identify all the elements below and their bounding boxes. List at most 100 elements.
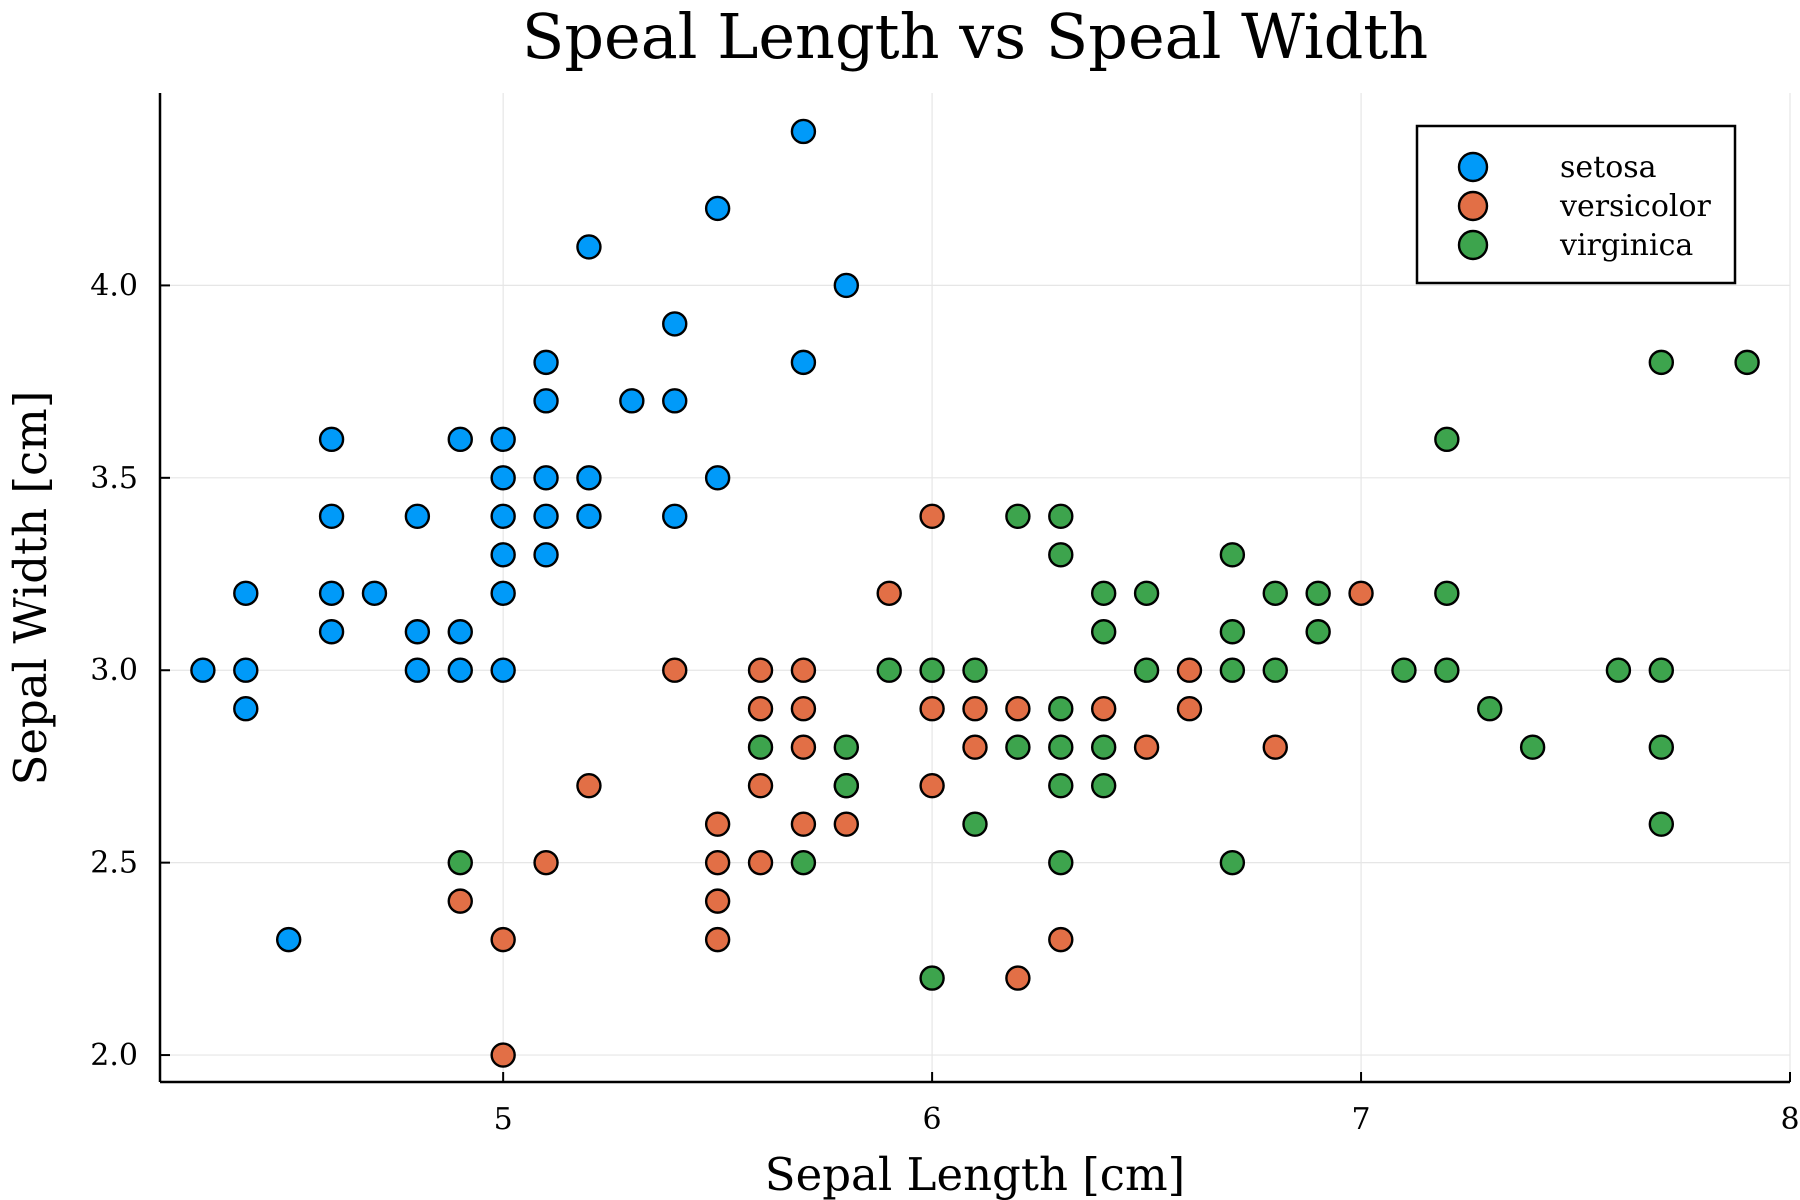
data-point bbox=[747, 849, 774, 876]
data-point bbox=[1734, 349, 1760, 376]
data-point bbox=[1648, 734, 1675, 760]
data-point bbox=[1090, 734, 1117, 760]
x-tick-label: 6 bbox=[923, 1102, 942, 1137]
data-point bbox=[576, 465, 602, 491]
data-point bbox=[704, 849, 731, 876]
data-point bbox=[790, 118, 817, 145]
data-point bbox=[1005, 503, 1031, 530]
data-point bbox=[833, 272, 860, 299]
data-point bbox=[233, 696, 259, 722]
data-point bbox=[576, 772, 602, 799]
data-point bbox=[704, 926, 731, 953]
data-point bbox=[1048, 772, 1074, 799]
data-point bbox=[447, 657, 473, 683]
data-point bbox=[1133, 580, 1160, 606]
data-point bbox=[404, 503, 431, 530]
legend-label-virginica: virginica bbox=[1559, 228, 1693, 263]
data-point bbox=[318, 426, 345, 453]
y-axis-label: Sepal Width [cm] bbox=[4, 391, 57, 786]
data-point bbox=[533, 349, 559, 376]
data-point bbox=[1048, 696, 1074, 722]
data-point bbox=[747, 772, 774, 799]
chart-title: Speal Length vs Speal Width bbox=[522, 0, 1428, 73]
data-point bbox=[833, 811, 860, 837]
legend-marker-versicolor bbox=[1457, 190, 1489, 222]
data-point bbox=[447, 619, 473, 645]
data-point bbox=[1434, 657, 1460, 683]
y-tick-label: 2.5 bbox=[90, 846, 138, 881]
data-points bbox=[190, 118, 1760, 1068]
data-point bbox=[790, 811, 817, 837]
data-point bbox=[1048, 734, 1074, 760]
data-point bbox=[1005, 965, 1031, 991]
data-point bbox=[962, 696, 988, 722]
data-point bbox=[704, 811, 731, 837]
data-point bbox=[790, 696, 817, 722]
data-point bbox=[1477, 696, 1503, 722]
data-point bbox=[1176, 657, 1203, 683]
data-point bbox=[361, 580, 388, 606]
data-point bbox=[833, 734, 860, 760]
x-axis-label: Sepal Length [cm] bbox=[765, 1148, 1185, 1200]
data-point bbox=[490, 426, 516, 453]
y-tick-label: 2.0 bbox=[90, 1038, 138, 1073]
x-tick-label: 5 bbox=[494, 1102, 513, 1137]
data-point bbox=[318, 580, 345, 606]
grid bbox=[160, 93, 1791, 1082]
data-point bbox=[1305, 580, 1331, 606]
data-point bbox=[962, 811, 988, 837]
data-point bbox=[790, 849, 817, 876]
data-point bbox=[275, 926, 302, 953]
data-point bbox=[919, 772, 945, 799]
data-point bbox=[919, 965, 945, 991]
data-point bbox=[1090, 772, 1117, 799]
data-point bbox=[704, 465, 731, 491]
data-point bbox=[662, 311, 688, 337]
data-point bbox=[747, 734, 774, 760]
data-point bbox=[404, 657, 431, 683]
data-point bbox=[747, 657, 774, 683]
legend-label-setosa: setosa bbox=[1560, 150, 1657, 185]
data-point bbox=[619, 388, 645, 414]
data-point bbox=[662, 388, 688, 414]
series-setosa bbox=[190, 118, 860, 953]
data-point bbox=[490, 580, 516, 606]
data-point bbox=[1519, 734, 1546, 760]
data-point bbox=[1434, 580, 1460, 606]
data-point bbox=[447, 849, 473, 876]
data-point bbox=[919, 503, 945, 530]
y-tick-label: 3.0 bbox=[90, 653, 138, 688]
data-point bbox=[747, 696, 774, 722]
y-tick-label: 4.0 bbox=[90, 268, 138, 303]
data-point bbox=[490, 542, 516, 568]
data-point bbox=[490, 1042, 516, 1068]
data-point bbox=[662, 657, 688, 683]
data-point bbox=[1176, 696, 1203, 722]
data-point bbox=[1005, 696, 1031, 722]
data-point bbox=[447, 888, 473, 914]
x-tick-label: 8 bbox=[1780, 1102, 1799, 1137]
axes bbox=[158, 93, 1790, 1084]
data-point bbox=[576, 234, 602, 260]
data-point bbox=[1348, 580, 1374, 606]
data-point bbox=[876, 657, 902, 683]
data-point bbox=[1219, 542, 1246, 568]
data-point bbox=[1648, 657, 1675, 683]
data-point bbox=[1219, 657, 1246, 683]
data-point bbox=[962, 657, 988, 683]
data-point bbox=[1605, 657, 1632, 683]
legend-marker-setosa bbox=[1457, 151, 1489, 183]
data-point bbox=[1090, 580, 1117, 606]
data-point bbox=[704, 888, 731, 914]
data-point bbox=[1219, 849, 1246, 876]
data-point bbox=[490, 657, 516, 683]
data-point bbox=[790, 734, 817, 760]
data-point bbox=[790, 657, 817, 683]
x-tick-label: 7 bbox=[1352, 1102, 1371, 1137]
data-point bbox=[962, 734, 988, 760]
data-point bbox=[1434, 426, 1460, 453]
data-point bbox=[190, 657, 216, 683]
ticks: 5 6 7 8 2.0 2.5 3.0 3.5 4.0 bbox=[90, 268, 1799, 1137]
data-point bbox=[233, 657, 259, 683]
